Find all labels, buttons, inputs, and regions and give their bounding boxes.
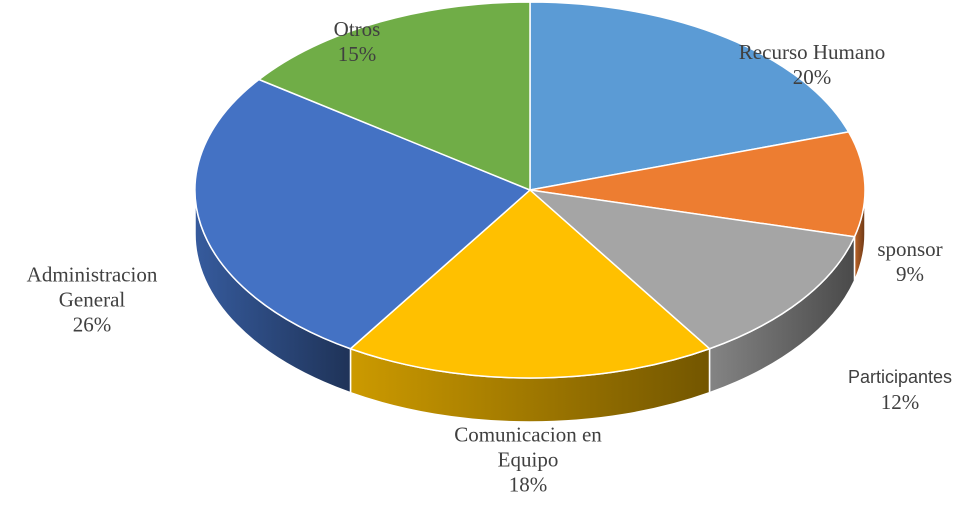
slice: [529, 1, 850, 191]
slice-label: sponsor 9%: [877, 237, 942, 287]
category-name: Participantes: [847, 367, 953, 387]
percent-label: 15%: [337, 42, 377, 66]
slice-label: Participantes 12%: [848, 365, 952, 415]
percent-label: 18%: [508, 472, 548, 497]
category-name: Comunicacion en Equipo: [454, 422, 602, 472]
slice-label: Otros 15%: [334, 17, 381, 67]
category-name: Administracion General: [26, 262, 158, 312]
category-name: sponsor: [877, 237, 943, 261]
category-name: Recurso Humano: [738, 40, 886, 64]
slice: [527, 188, 856, 350]
percent-label: 20%: [792, 65, 832, 89]
slice: [349, 188, 711, 379]
percent-label: 9%: [896, 262, 924, 286]
slice-label: Administracion General 26%: [7, 263, 177, 338]
slice: [529, 131, 866, 238]
percent-label: 26%: [72, 312, 112, 337]
slice-label: Comunicacion en Equipo 18%: [428, 423, 628, 498]
slice-label: Recurso Humano 20%: [739, 40, 885, 90]
slice: [257, 1, 531, 192]
category-name: Otros: [333, 17, 381, 41]
slice: [194, 78, 532, 350]
percent-label: 12%: [880, 390, 920, 414]
